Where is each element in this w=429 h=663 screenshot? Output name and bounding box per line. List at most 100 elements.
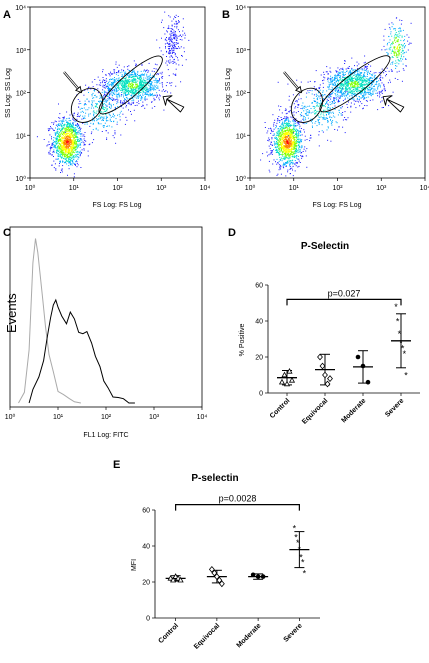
panel-b-dot: [300, 128, 302, 129]
panel-b-dot: [283, 150, 285, 152]
panel-a-dot: [57, 146, 58, 148]
panel-a-dot: [179, 47, 181, 49]
panel-a-dot: [60, 143, 62, 145]
panel-a-dot: [163, 27, 165, 29]
panel-a-dot: [143, 69, 145, 71]
panel-b-dot: [287, 141, 289, 143]
panel-a-dot: [144, 96, 146, 97]
panel-a-dot: [151, 86, 153, 88]
panel-b-dot: [363, 76, 365, 78]
panel-b-dot: [288, 125, 290, 127]
panel-b-dot: [284, 163, 286, 165]
panel-a-dot: [94, 90, 95, 92]
panel-a-dot: [63, 149, 65, 151]
panel-a-dot: [77, 143, 79, 145]
panel-b-dot: [292, 163, 294, 165]
panel-a-dot: [118, 114, 120, 116]
panel-b-dot: [268, 137, 270, 139]
panel-b-dot: [361, 77, 363, 79]
panel-b-dot: [332, 84, 334, 86]
panel-b-dot: [364, 80, 365, 82]
panel-a-dot: [72, 147, 74, 149]
panel-b-dot: [331, 124, 333, 126]
panel-b-dot: [280, 127, 282, 129]
panel-a-dot: [73, 146, 75, 148]
panel-b-dot: [341, 106, 343, 108]
panel-b-dot: [351, 67, 353, 69]
panel-b-dot: [283, 167, 285, 169]
panel-b-dot: [309, 111, 311, 113]
panel-a-dot: [137, 85, 139, 87]
panel-b-dot: [370, 77, 371, 79]
panel-a-dot: [98, 123, 100, 125]
panel-a-dot: [99, 82, 101, 84]
panel-b-dot: [333, 99, 335, 101]
panel-a-dot: [65, 130, 67, 132]
panel-b-dot: [322, 105, 324, 107]
panel-a-dot: [176, 25, 178, 27]
panel-b-dot: [289, 143, 291, 145]
panel-b-dot: [282, 124, 284, 126]
panel-a-dot: [125, 95, 126, 96]
panel-a-dot: [139, 82, 141, 84]
panel-a-dot: [56, 143, 58, 145]
panel-a-dot: [72, 129, 74, 131]
panel-b-dot: [350, 91, 352, 93]
panel-b-dot: [336, 80, 338, 82]
panel-a-dot: [68, 143, 70, 145]
panel-b-dot: [294, 126, 296, 128]
panel-b-dot: [401, 80, 403, 82]
panel-a-dot: [156, 79, 158, 81]
panel-a-dot: [68, 144, 70, 146]
panel-a-dot: [147, 76, 149, 78]
panel-a-dot: [145, 71, 146, 73]
panel-a-dot: [96, 96, 98, 98]
panel-a-dot: [61, 145, 63, 147]
panel-b-dot: [302, 156, 304, 158]
panel-a-dot: [169, 36, 171, 38]
panel-b-dot: [293, 130, 295, 132]
panel-b-dot: [270, 130, 272, 131]
panel-a-dot: [105, 111, 106, 112]
panel-a-dot: [76, 147, 78, 149]
panel-a-dot: [61, 134, 63, 136]
panel-a-dot: [125, 94, 127, 95]
panel-a-dot: [168, 51, 170, 53]
panel-a-dot: [128, 79, 129, 81]
panel-a-dot: [141, 73, 143, 75]
panel-a-dot: [67, 129, 69, 131]
panel-a-dot: [167, 69, 169, 71]
panel-a-dot: [123, 89, 125, 91]
panel-a-dot: [70, 145, 72, 147]
panel-b-dot: [277, 144, 279, 146]
panel-b-dot: [285, 146, 287, 148]
panel-b-dot: [361, 103, 363, 105]
panel-b-dot: [355, 83, 356, 85]
panel-a-dot: [109, 83, 111, 85]
panel-b-dot: [283, 140, 284, 142]
panel-a-dot: [73, 134, 75, 136]
panel-b-dot: [356, 98, 358, 100]
panel-b-dot: [350, 85, 352, 87]
panel-b-dot: [286, 128, 288, 130]
panel-a-dot: [80, 144, 82, 146]
panel-b-dot: [352, 74, 354, 76]
panel-a-dot: [124, 89, 126, 91]
panel-a-dot: [151, 94, 153, 95]
panel-b-dot: [311, 125, 313, 127]
panel-b-dot: [303, 107, 305, 109]
panel-a-dot: [97, 92, 99, 94]
panel-b-dot: [367, 74, 368, 75]
panel-a-dot: [61, 138, 63, 140]
panel-a-dot: [176, 48, 178, 50]
panel-b-dot: [377, 85, 379, 87]
panel-a-dot: [57, 127, 59, 129]
panel-a-dot: [147, 89, 149, 91]
panel-a-dot: [103, 92, 105, 94]
panel-b-dot: [273, 128, 275, 130]
panel-b-dot: [283, 162, 285, 164]
panel-a-dot: [130, 88, 132, 89]
panel-b-dot: [318, 96, 320, 98]
panel-a-dot: [104, 79, 106, 81]
panel-b-dot: [266, 151, 268, 153]
